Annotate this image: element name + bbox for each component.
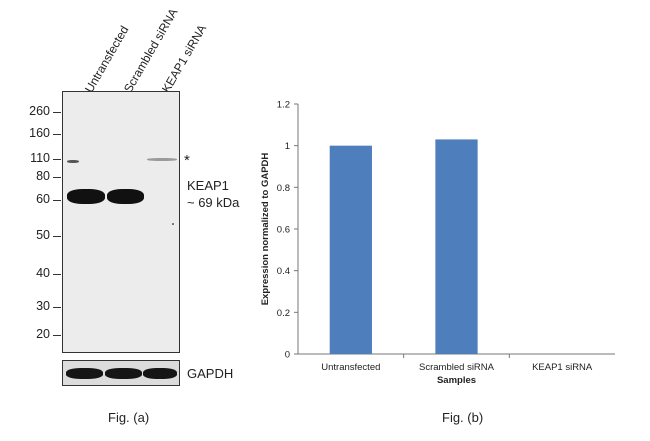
mw-tick (53, 236, 61, 237)
gapdh-band-lane1 (66, 368, 103, 379)
mw-marker-60: 60 (36, 192, 50, 206)
y-tick-label: 0.8 (277, 183, 290, 194)
nonspecific-asterisk: * (184, 152, 190, 169)
mw-tick (53, 159, 61, 160)
keap1-band-lane2 (107, 189, 144, 204)
y-tick-label: 0 (285, 350, 290, 361)
mw-tick (53, 134, 61, 135)
y-tick-label: 0.4 (277, 266, 290, 277)
mw-marker-110: 110 (30, 151, 50, 165)
bar (329, 145, 372, 354)
keap1-band-lane1 (67, 189, 105, 204)
mw-marker-50: 50 (36, 228, 50, 242)
gapdh-blot-membrane (62, 360, 180, 386)
x-tick-label: Scrambled siRNA (419, 362, 495, 373)
mw-tick (53, 177, 61, 178)
mw-marker-20: 20 (36, 327, 50, 341)
keap1-label: KEAP1 (187, 178, 229, 193)
y-axis-title: Expression normalized to GAPDH (260, 153, 271, 306)
y-tick-label: 0.6 (277, 225, 290, 236)
mw-marker-160: 160 (29, 126, 50, 140)
mw-tick (53, 200, 61, 201)
y-tick-label: 1 (285, 141, 290, 152)
mw-marker-30: 30 (36, 299, 50, 313)
mw-marker-40: 40 (36, 266, 50, 280)
mw-tick (53, 335, 61, 336)
keap1-size-label: ~ 69 kDa (187, 195, 240, 210)
mw-tick (53, 307, 61, 308)
x-axis-title: Samples (437, 375, 476, 386)
bar (435, 139, 478, 354)
y-tick-label: 1.2 (277, 100, 290, 111)
mw-marker-80: 80 (36, 169, 50, 183)
gapdh-band-lane3 (143, 368, 177, 379)
keap1-blot-membrane (62, 91, 180, 353)
y-tick-label: 0.2 (277, 308, 290, 319)
gapdh-label: GAPDH (187, 366, 234, 381)
gapdh-band-lane2 (105, 368, 142, 379)
nonspecific-band-lane3 (147, 158, 177, 161)
x-tick-label: KEAP1 siRNA (532, 362, 593, 373)
mw-marker-260: 260 (29, 104, 50, 118)
nonspecific-band-lane1 (67, 160, 79, 163)
figure-a-caption: Fig. (a) (108, 410, 150, 425)
membrane-speck (172, 223, 174, 225)
x-tick-label: Untransfected (321, 362, 380, 373)
mw-tick (53, 112, 61, 113)
figure-b-caption: Fig. (b) (442, 410, 484, 425)
mw-tick (53, 274, 61, 275)
